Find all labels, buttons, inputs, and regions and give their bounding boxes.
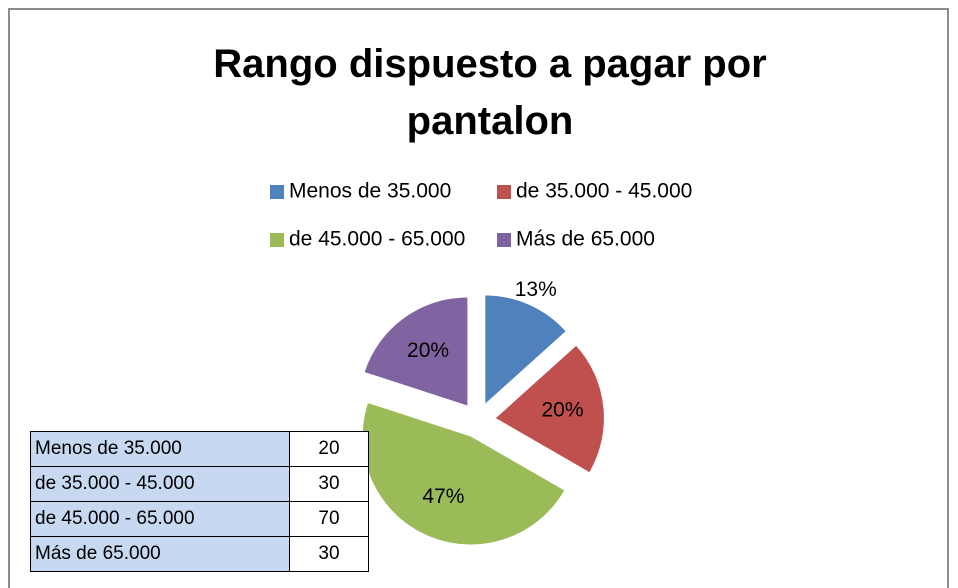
data-label: 20% — [541, 399, 583, 422]
legend-swatch — [497, 233, 511, 247]
row-label: de 35.000 - 45.000 — [30, 466, 290, 502]
table-row: Menos de 35.000 20 — [30, 431, 369, 467]
row-label: de 45.000 - 65.000 — [30, 501, 290, 537]
legend-swatch — [270, 185, 284, 199]
row-label: Menos de 35.000 — [30, 431, 290, 467]
data-label: 20% — [407, 339, 449, 362]
row-value: 30 — [289, 466, 369, 502]
pie-slice — [364, 297, 468, 406]
row-label: Más de 65.000 — [30, 536, 290, 572]
table-row: Más de 65.000 30 — [30, 536, 369, 572]
row-value: 20 — [289, 431, 369, 467]
chart-frame — [8, 8, 949, 588]
table-row: de 45.000 - 65.000 70 — [30, 501, 369, 537]
legend-swatch — [270, 233, 284, 247]
row-value: 70 — [289, 501, 369, 537]
pie-slice — [485, 295, 566, 404]
table-row: de 35.000 - 45.000 30 — [30, 466, 369, 502]
chart-title: Rango dispuesto a pagar por pantalon — [213, 42, 767, 143]
legend-swatch — [497, 185, 511, 199]
pie-slice — [362, 403, 565, 545]
legend-label: Menos de 35.000 — [289, 180, 451, 203]
pie-slice — [495, 345, 604, 473]
data-label: 47% — [422, 485, 464, 508]
data-table: Menos de 35.000 20 de 35.000 - 45.000 30 de … — [30, 431, 369, 572]
legend-label: de 35.000 - 45.000 — [516, 180, 692, 203]
legend-label: Más de 65.000 — [516, 228, 655, 251]
data-label: 13% — [515, 278, 557, 301]
legend-label: de 45.000 - 65.000 — [289, 228, 465, 251]
row-value: 30 — [289, 536, 369, 572]
